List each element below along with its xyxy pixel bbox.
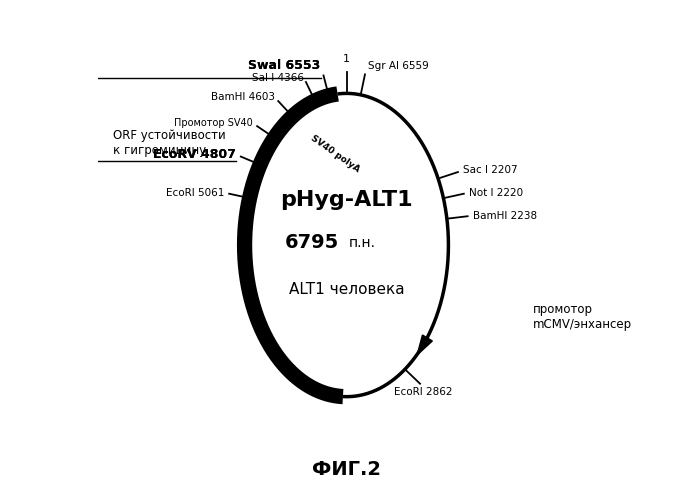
Text: EcoRI 5061: EcoRI 5061 bbox=[166, 188, 225, 198]
Text: п.н.: п.н. bbox=[349, 236, 376, 250]
Text: Sal I 4366: Sal I 4366 bbox=[252, 72, 304, 83]
Text: ORF устойчивости
к гигромицину: ORF устойчивости к гигромицину bbox=[113, 129, 225, 157]
Text: pHyg-ALT1: pHyg-ALT1 bbox=[280, 190, 413, 210]
Polygon shape bbox=[252, 316, 265, 336]
Text: EcoRV 4807: EcoRV 4807 bbox=[153, 148, 236, 161]
Text: BamHI 4603: BamHI 4603 bbox=[211, 92, 275, 102]
Text: BamHI 2238: BamHI 2238 bbox=[473, 210, 536, 220]
Text: Swal 6553: Swal 6553 bbox=[248, 58, 320, 71]
Text: промотор
mCMV/энхансер: промотор mCMV/энхансер bbox=[533, 303, 632, 331]
Text: Sac I 2207: Sac I 2207 bbox=[463, 166, 517, 175]
Text: Not I 2220: Not I 2220 bbox=[468, 188, 523, 198]
Text: SV40 polyA: SV40 polyA bbox=[310, 134, 362, 174]
Text: EcoRV 4807: EcoRV 4807 bbox=[153, 148, 236, 161]
Text: ALT1 человека: ALT1 человека bbox=[289, 282, 404, 298]
Text: ФИГ.2: ФИГ.2 bbox=[312, 460, 381, 478]
Text: EcoRI 2862: EcoRI 2862 bbox=[394, 387, 453, 397]
Polygon shape bbox=[417, 335, 432, 355]
Text: Sgr AI 6559: Sgr AI 6559 bbox=[368, 60, 428, 70]
Polygon shape bbox=[265, 132, 281, 152]
Text: 1: 1 bbox=[343, 54, 350, 64]
Text: 6795: 6795 bbox=[285, 233, 339, 252]
Text: Промотор SV40: Промотор SV40 bbox=[174, 118, 253, 128]
Text: Swal 6553: Swal 6553 bbox=[248, 58, 320, 71]
